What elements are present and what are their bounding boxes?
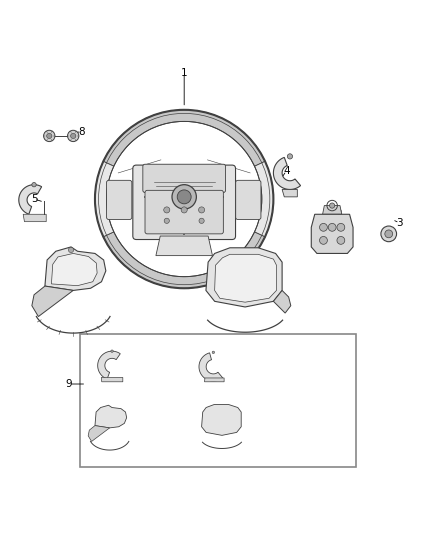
Polygon shape	[19, 184, 42, 214]
Circle shape	[328, 223, 336, 231]
Polygon shape	[322, 206, 342, 214]
Polygon shape	[254, 161, 273, 237]
FancyBboxPatch shape	[133, 165, 236, 239]
Circle shape	[329, 203, 335, 208]
Circle shape	[67, 130, 79, 142]
Polygon shape	[273, 290, 291, 313]
Text: 4: 4	[283, 166, 290, 176]
Circle shape	[337, 223, 345, 231]
Circle shape	[71, 133, 76, 139]
Text: 5: 5	[31, 194, 37, 204]
Circle shape	[198, 207, 205, 213]
Circle shape	[32, 182, 36, 187]
Circle shape	[320, 237, 327, 244]
Circle shape	[164, 218, 170, 223]
Circle shape	[44, 130, 55, 142]
Polygon shape	[32, 286, 73, 317]
FancyBboxPatch shape	[145, 190, 223, 234]
Polygon shape	[311, 214, 353, 254]
Polygon shape	[88, 426, 110, 441]
Polygon shape	[206, 248, 282, 307]
Polygon shape	[95, 161, 114, 237]
Polygon shape	[98, 351, 120, 379]
Text: 3: 3	[396, 218, 403, 228]
Polygon shape	[205, 378, 224, 382]
Circle shape	[164, 207, 170, 213]
Circle shape	[385, 230, 392, 238]
Text: 7: 7	[66, 264, 72, 273]
FancyBboxPatch shape	[236, 180, 261, 220]
Polygon shape	[282, 189, 297, 197]
Circle shape	[381, 226, 396, 241]
Circle shape	[337, 237, 345, 244]
FancyBboxPatch shape	[143, 164, 226, 192]
Circle shape	[287, 154, 293, 159]
Circle shape	[68, 247, 74, 253]
Circle shape	[181, 207, 187, 213]
Polygon shape	[199, 353, 223, 381]
Text: 1: 1	[181, 68, 187, 78]
Polygon shape	[156, 236, 212, 256]
Polygon shape	[103, 110, 265, 166]
Text: 2: 2	[336, 209, 342, 219]
Polygon shape	[103, 232, 265, 288]
Bar	[80, 334, 356, 467]
Polygon shape	[101, 377, 123, 382]
Polygon shape	[23, 214, 46, 222]
Circle shape	[199, 218, 204, 223]
Polygon shape	[215, 254, 276, 302]
Circle shape	[47, 133, 52, 139]
Text: 6: 6	[275, 260, 281, 269]
Polygon shape	[51, 254, 97, 286]
Circle shape	[177, 190, 191, 204]
Text: 8: 8	[78, 126, 85, 136]
Polygon shape	[273, 157, 300, 189]
Circle shape	[172, 184, 196, 209]
FancyBboxPatch shape	[106, 180, 132, 220]
Circle shape	[320, 223, 327, 231]
Text: 9: 9	[66, 379, 72, 389]
Circle shape	[111, 350, 113, 352]
Polygon shape	[201, 405, 241, 435]
Polygon shape	[45, 247, 106, 290]
Circle shape	[212, 351, 215, 353]
Polygon shape	[95, 405, 127, 428]
